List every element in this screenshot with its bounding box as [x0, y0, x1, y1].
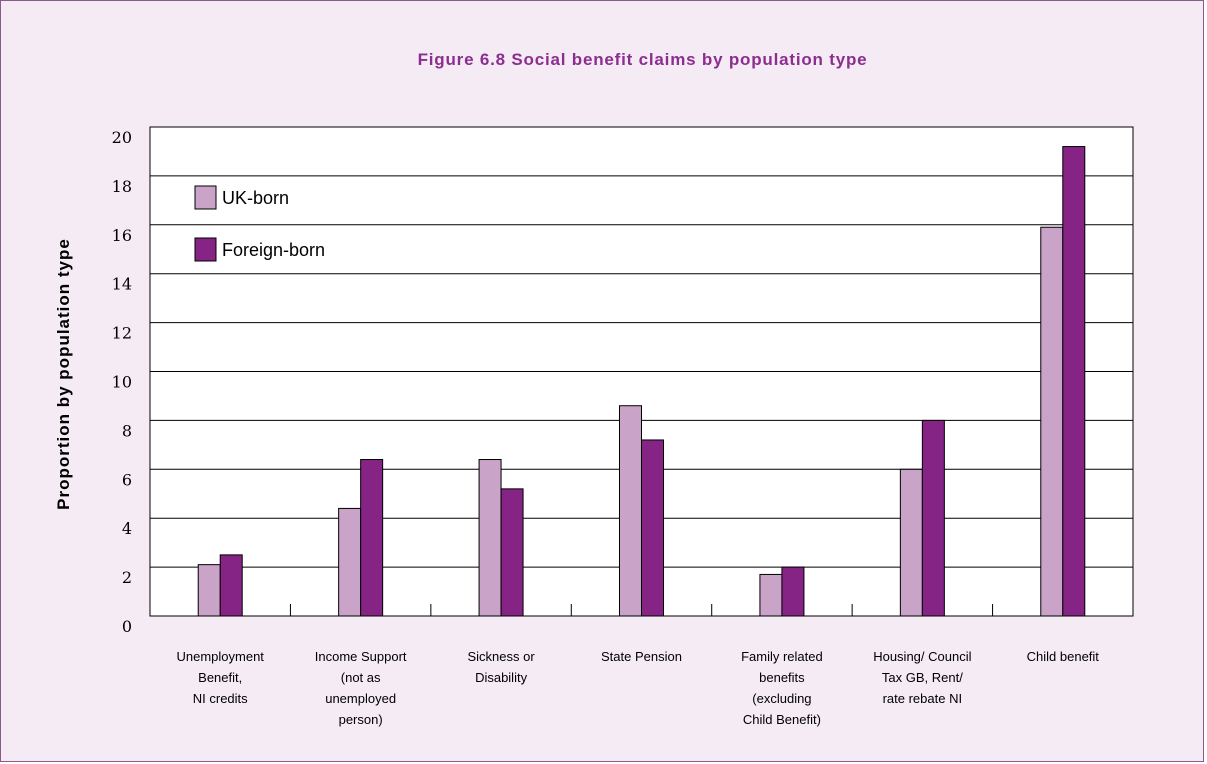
x-category-label: Sickness or Disability [467, 649, 535, 685]
x-category-label: Income Support (not as unemployed person) [315, 649, 407, 727]
y-tick-label: 6 [122, 470, 132, 489]
bar-foreign-born [641, 439, 664, 617]
y-tick-label: 12 [112, 324, 132, 343]
bar-foreign-born [219, 554, 243, 617]
bar-foreign-born [781, 566, 805, 617]
x-category-label: Housing/ Council Tax GB, Rent/rate rebate… [873, 649, 971, 706]
y-tick-label: 10 [112, 373, 132, 392]
bar-uk-born [1040, 226, 1064, 617]
x-category-label: State Pension [601, 649, 682, 664]
bar-uk-born [899, 468, 923, 617]
bar-foreign-born [1062, 146, 1086, 617]
bar-foreign-born [360, 459, 384, 617]
legend-label: UK-born [222, 188, 289, 208]
y-tick-label: 8 [122, 421, 132, 440]
chart-title: Figure 6.8 Social benefit claims by popu… [417, 50, 868, 69]
bar-uk-born [197, 564, 221, 617]
x-category-label: Child benefit [1027, 649, 1100, 664]
y-tick-label: 14 [112, 275, 132, 294]
bar-foreign-born [921, 419, 945, 617]
legend-label: Foreign-born [222, 240, 325, 260]
y-tick-label: 18 [112, 177, 132, 196]
legend-swatch [194, 185, 217, 210]
bar-foreign-born [500, 488, 524, 617]
x-category-label: Family related benefits (excluding Child Be… [741, 649, 823, 727]
y-tick-label: 16 [112, 226, 132, 245]
legend-swatch [194, 237, 217, 262]
y-tick-label: 0 [122, 617, 132, 636]
x-category-label: Unemployment Benefit, NI credits [176, 649, 264, 706]
bar-uk-born [478, 459, 502, 617]
y-tick-label: 20 [112, 128, 132, 147]
bar-uk-born [619, 405, 642, 617]
y-tick-label: 4 [122, 519, 132, 538]
bar-uk-born [759, 573, 783, 617]
bar-uk-born [338, 507, 362, 617]
y-tick-label: 2 [122, 568, 132, 587]
